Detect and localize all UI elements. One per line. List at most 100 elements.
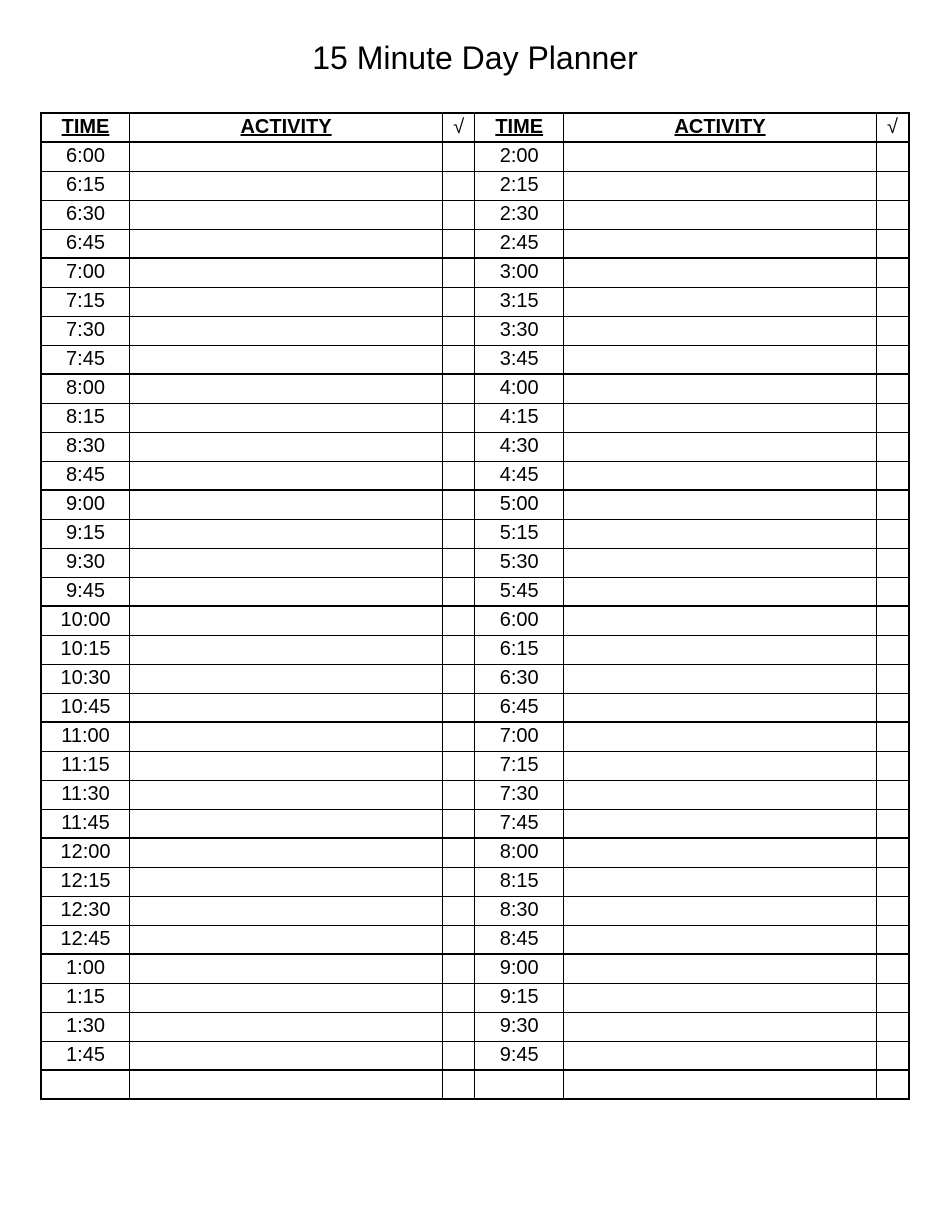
activity-cell-left[interactable] (130, 693, 443, 722)
check-cell-right[interactable] (877, 548, 909, 577)
activity-cell-right[interactable] (563, 287, 876, 316)
activity-cell-left[interactable] (130, 867, 443, 896)
activity-cell-left[interactable] (130, 751, 443, 780)
check-cell-right[interactable] (877, 316, 909, 345)
check-cell-left[interactable] (443, 1012, 475, 1041)
activity-cell-right[interactable] (563, 896, 876, 925)
activity-cell-left[interactable] (130, 403, 443, 432)
activity-cell-right[interactable] (563, 751, 876, 780)
check-cell-right[interactable] (877, 635, 909, 664)
activity-cell-right[interactable] (563, 374, 876, 403)
activity-cell-right[interactable] (563, 461, 876, 490)
activity-cell-left[interactable] (130, 896, 443, 925)
activity-cell-right[interactable] (563, 316, 876, 345)
check-cell-left[interactable] (443, 200, 475, 229)
activity-cell-right[interactable] (563, 867, 876, 896)
activity-cell-left[interactable] (130, 287, 443, 316)
check-cell-left[interactable] (443, 548, 475, 577)
activity-cell-left[interactable] (130, 316, 443, 345)
activity-cell-left[interactable] (130, 664, 443, 693)
activity-cell-right[interactable] (563, 577, 876, 606)
activity-cell-left[interactable] (130, 780, 443, 809)
check-cell-right[interactable] (877, 142, 909, 171)
check-cell-left[interactable] (443, 751, 475, 780)
activity-cell-right[interactable] (563, 983, 876, 1012)
check-cell-right[interactable] (877, 867, 909, 896)
check-cell-left[interactable] (443, 316, 475, 345)
activity-cell-right[interactable] (563, 780, 876, 809)
check-cell-right[interactable] (877, 461, 909, 490)
check-cell-right[interactable] (877, 519, 909, 548)
activity-cell-right[interactable] (563, 635, 876, 664)
activity-cell-left[interactable] (130, 954, 443, 983)
activity-cell-left[interactable] (130, 548, 443, 577)
activity-cell-right[interactable] (563, 925, 876, 954)
activity-cell-right[interactable] (563, 519, 876, 548)
activity-cell-right[interactable] (563, 664, 876, 693)
check-cell-right[interactable] (877, 925, 909, 954)
activity-cell-right[interactable] (563, 432, 876, 461)
activity-cell-right[interactable] (563, 548, 876, 577)
check-cell-left[interactable] (443, 838, 475, 867)
check-cell-left[interactable] (443, 1041, 475, 1070)
activity-cell-left[interactable] (130, 925, 443, 954)
check-cell-right[interactable] (877, 1012, 909, 1041)
check-cell-right[interactable] (877, 983, 909, 1012)
check-cell-left[interactable] (443, 229, 475, 258)
activity-cell-left[interactable] (130, 722, 443, 751)
check-cell-right[interactable] (877, 693, 909, 722)
check-cell-left[interactable] (443, 693, 475, 722)
check-cell-left[interactable] (443, 345, 475, 374)
activity-cell-left[interactable] (130, 519, 443, 548)
activity-cell-left[interactable] (130, 374, 443, 403)
check-cell-left[interactable] (443, 867, 475, 896)
check-cell-right[interactable] (877, 171, 909, 200)
check-cell-right[interactable] (877, 606, 909, 635)
check-cell-right[interactable] (877, 374, 909, 403)
check-cell-right[interactable] (877, 954, 909, 983)
activity-cell-right[interactable] (563, 171, 876, 200)
check-cell-left[interactable] (443, 809, 475, 838)
check-cell-right[interactable] (877, 200, 909, 229)
check-cell-right[interactable] (877, 229, 909, 258)
check-cell-right[interactable] (877, 432, 909, 461)
check-cell-left[interactable] (443, 432, 475, 461)
check-cell-right[interactable] (877, 896, 909, 925)
activity-cell-right[interactable] (563, 722, 876, 751)
check-cell-left[interactable] (443, 142, 475, 171)
activity-cell-left[interactable] (130, 200, 443, 229)
check-cell-left[interactable] (443, 374, 475, 403)
activity-cell-left[interactable] (130, 461, 443, 490)
check-cell-right[interactable] (877, 838, 909, 867)
activity-cell-left[interactable] (130, 258, 443, 287)
activity-cell-left[interactable] (130, 142, 443, 171)
activity-cell-left[interactable] (130, 229, 443, 258)
check-cell-left[interactable] (443, 519, 475, 548)
activity-cell-left[interactable] (130, 983, 443, 1012)
check-cell-right[interactable] (877, 780, 909, 809)
activity-cell-right[interactable] (563, 606, 876, 635)
check-cell-left[interactable] (443, 577, 475, 606)
check-cell-left[interactable] (443, 722, 475, 751)
check-cell-left[interactable] (443, 490, 475, 519)
check-cell-right[interactable] (877, 722, 909, 751)
activity-cell-left[interactable] (130, 1012, 443, 1041)
check-cell-left[interactable] (443, 896, 475, 925)
check-cell-left[interactable] (443, 780, 475, 809)
check-cell-right[interactable] (877, 751, 909, 780)
activity-cell-left[interactable] (130, 635, 443, 664)
check-cell-left[interactable] (443, 635, 475, 664)
check-cell-right[interactable] (877, 403, 909, 432)
check-cell-right[interactable] (877, 490, 909, 519)
check-cell-right[interactable] (877, 577, 909, 606)
check-cell-left[interactable] (443, 925, 475, 954)
activity-cell-right[interactable] (563, 954, 876, 983)
activity-cell-right[interactable] (563, 229, 876, 258)
check-cell-left[interactable] (443, 258, 475, 287)
check-cell-left[interactable] (443, 403, 475, 432)
activity-cell-right[interactable] (563, 1041, 876, 1070)
check-cell-left[interactable] (443, 461, 475, 490)
activity-cell-right[interactable] (563, 838, 876, 867)
activity-cell-left[interactable] (130, 171, 443, 200)
activity-cell-left[interactable] (130, 809, 443, 838)
